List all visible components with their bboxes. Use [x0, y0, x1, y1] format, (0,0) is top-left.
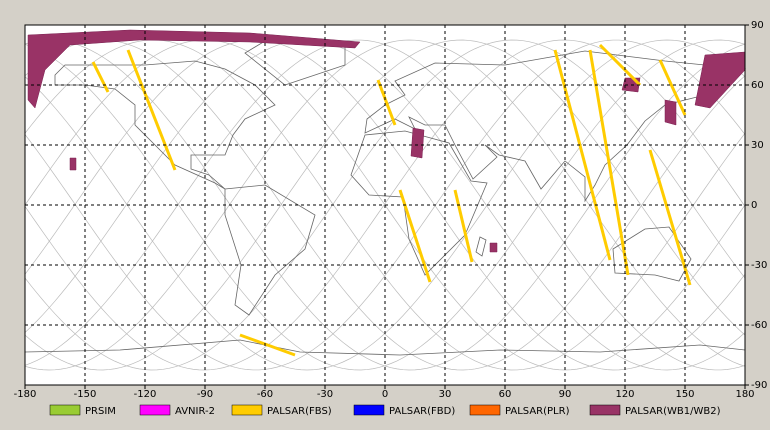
- swaths: [27, 29, 746, 357]
- legend-swatch: [49, 404, 81, 416]
- y-tick-label: -90: [751, 380, 767, 391]
- antarctica: [24, 339, 746, 356]
- swath-fbs: [648, 149, 692, 286]
- x-tick-label: 150: [675, 389, 694, 400]
- x-tick-label: -30: [317, 389, 333, 400]
- x-tick-label: 30: [439, 389, 452, 400]
- legend: PRSIM AVNIR-2 PALSAR(FBS) PALSAR(FBD) PALSAR…: [49, 404, 721, 417]
- legend-label: PALSAR(FBS): [267, 406, 332, 417]
- y-tick-label: 30: [751, 140, 764, 151]
- legend-label: PALSAR(FBD): [389, 406, 455, 417]
- y-tick-label: 90: [751, 20, 764, 31]
- x-tick-label: -60: [257, 389, 273, 400]
- swath-wb: [694, 51, 746, 109]
- swath-fbs: [376, 79, 397, 126]
- y-tick-label: 60: [751, 80, 764, 91]
- legend-swatch: [469, 404, 501, 416]
- legend-swatch: [231, 404, 263, 416]
- x-tick-label: 90: [559, 389, 572, 400]
- legend-swatch: [353, 404, 385, 416]
- swath-fbs: [126, 49, 177, 171]
- x-tick-label: 180: [735, 389, 754, 400]
- madagascar: [475, 236, 487, 257]
- swath-fbs: [553, 49, 612, 261]
- x-tick-label: -90: [197, 389, 213, 400]
- legend-label: PALSAR(PLR): [505, 406, 570, 417]
- y-tick-label: -60: [751, 320, 767, 331]
- legend-swatch: [589, 404, 621, 416]
- swath-wb: [410, 127, 425, 159]
- swath-fbs: [239, 333, 296, 357]
- eurasia: [364, 50, 747, 203]
- swath-fbs: [91, 61, 110, 93]
- x-tick-label: -180: [14, 389, 37, 400]
- x-tick-label: -120: [134, 389, 157, 400]
- swath-wb: [69, 157, 77, 171]
- map-frame: [24, 24, 746, 386]
- legend-swatch: [139, 404, 171, 416]
- legend-label: AVNIR-2: [175, 406, 215, 417]
- swath-fbs: [453, 189, 474, 263]
- swath-wb: [489, 242, 498, 253]
- x-tick-label: -150: [74, 389, 97, 400]
- swath-fbs: [598, 43, 642, 87]
- x-tick-label: 60: [499, 389, 512, 400]
- swath-wb: [664, 99, 677, 126]
- swath-wb: [27, 29, 361, 109]
- south-america: [224, 184, 316, 316]
- y-tick-label: 0: [751, 200, 757, 211]
- x-tick-label: 0: [382, 389, 388, 400]
- y-tick-label: -30: [751, 260, 767, 271]
- x-tick-label: 120: [615, 389, 634, 400]
- orbit-track: [24, 39, 746, 371]
- legend-label: PRSIM: [85, 406, 116, 417]
- africa: [350, 130, 488, 276]
- swath-fbs: [588, 49, 630, 276]
- orbit-track: [24, 39, 746, 371]
- swath-fbs: [658, 59, 687, 116]
- north-america: [54, 60, 276, 190]
- legend-label: PALSAR(WB1/WB2): [625, 406, 721, 417]
